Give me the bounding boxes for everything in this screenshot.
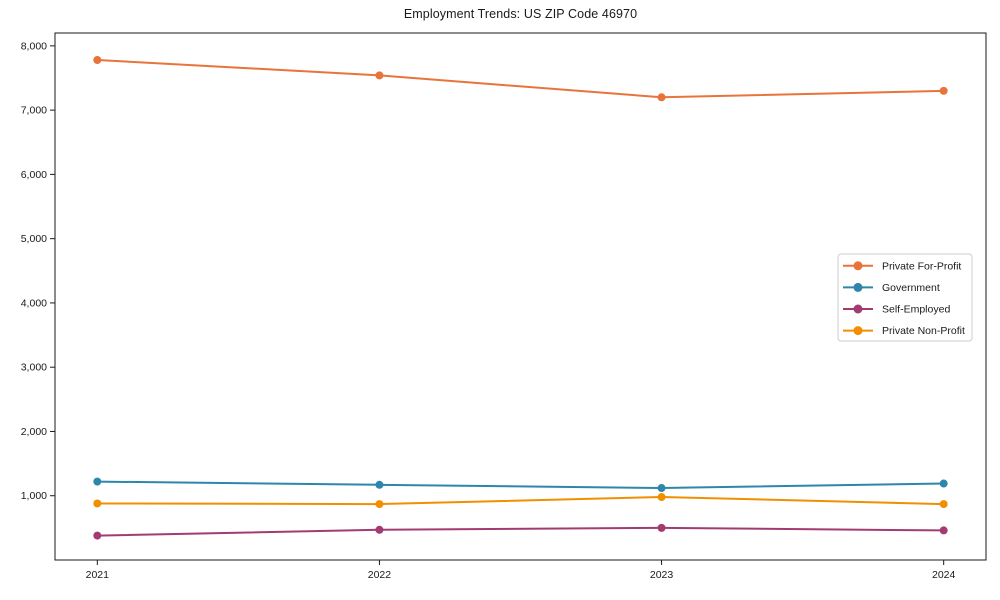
data-point-self-employed [93, 531, 102, 540]
y-tick-label: 1,000 [21, 490, 47, 502]
data-point-self-employed [375, 525, 384, 534]
legend-marker-icon [853, 304, 863, 314]
series-line-self-employed [96, 526, 945, 537]
legend-label-self-employed: Self-Employed [882, 304, 950, 316]
data-point-private-non-profit [93, 499, 102, 508]
legend-label-government: Government [882, 282, 940, 294]
chart-title: Employment Trends: US ZIP Code 46970 [403, 7, 638, 21]
series-line-government [96, 480, 945, 490]
x-tick-label: 2024 [932, 569, 956, 581]
data-point-self-employed [939, 526, 948, 535]
data-point-government [93, 477, 102, 486]
y-tick-label: 5,000 [21, 233, 47, 245]
data-point-government [939, 479, 948, 488]
x-tick-label: 2023 [650, 569, 674, 581]
x-tick-label: 2022 [368, 569, 392, 581]
legend-label-private-for-profit: Private For-Profit [882, 260, 961, 272]
data-point-private-for-profit [939, 86, 948, 95]
data-point-private-non-profit [375, 500, 384, 509]
legend-box [837, 253, 973, 342]
data-point-private-non-profit [939, 500, 948, 509]
data-point-private-for-profit [93, 55, 102, 64]
data-point-self-employed [657, 523, 666, 532]
data-point-government [657, 484, 666, 493]
data-point-private-for-profit [375, 71, 384, 80]
data-point-government [375, 480, 384, 489]
y-tick-label: 4,000 [21, 297, 47, 309]
plot-border [54, 32, 987, 561]
y-tick-label: 2,000 [21, 426, 47, 438]
y-tick-label: 8,000 [21, 40, 47, 52]
legend-marker-icon [853, 326, 863, 336]
legend-marker-icon [853, 261, 863, 271]
data-point-private-non-profit [657, 493, 666, 502]
data-point-private-for-profit [657, 93, 666, 102]
x-tick-label: 2021 [86, 569, 110, 581]
legend-marker-icon [853, 282, 863, 292]
series-line-private-for-profit [96, 58, 945, 99]
legend-label-private-non-profit: Private Non-Profit [882, 325, 965, 337]
series-line-private-non-profit [96, 496, 945, 506]
y-tick-label: 7,000 [21, 105, 47, 117]
y-tick-label: 6,000 [21, 169, 47, 181]
y-tick-label: 3,000 [21, 362, 47, 374]
